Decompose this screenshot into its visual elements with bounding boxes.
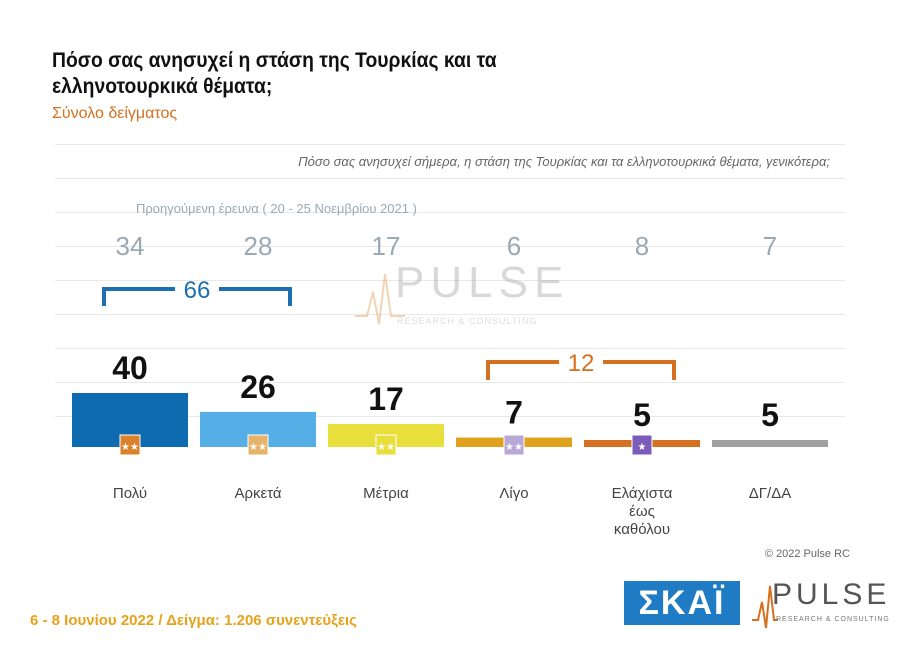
gridline [55, 212, 845, 213]
value-label: 26 [240, 369, 276, 405]
previous-value-label: 28 [244, 231, 273, 261]
previous-value-label: 34 [116, 231, 145, 261]
bracket-right [603, 360, 676, 380]
bracket-sum-label: 66 [184, 277, 211, 304]
bracket-left [486, 360, 559, 380]
value-label: 7 [505, 395, 523, 431]
gridline [55, 246, 845, 247]
gridline [55, 314, 845, 315]
gridline [55, 280, 845, 281]
category-label: Μέτρια [363, 485, 409, 502]
category-label: Ελάχιστα [612, 485, 673, 502]
stars-icon: ★★ [119, 434, 141, 456]
watermark-word: PULSE [395, 258, 570, 307]
previous-value-label: 6 [507, 231, 521, 261]
value-label: 40 [112, 350, 148, 386]
svg-text:★: ★ [638, 442, 647, 453]
skai-logo: ΣΚΑΪ [624, 581, 740, 625]
stars-icon: ★★ [375, 434, 397, 456]
gridline [55, 348, 845, 349]
survey-question: Πόσο σας ανησυχεί σήμερα, η στάση της Το… [298, 154, 830, 169]
pulse-wave-icon [355, 273, 405, 325]
bracket-right [219, 287, 292, 306]
svg-text:★★: ★★ [121, 442, 139, 453]
stars-icon: ★★ [247, 434, 269, 456]
svg-text:★★: ★★ [505, 442, 523, 453]
gridline [55, 382, 845, 383]
star-icon: ★ [631, 434, 653, 456]
pulse-logo-word: PULSE [772, 578, 891, 611]
pulse-logo-tag: RESEARCH & CONSULTING [776, 616, 890, 623]
bar [712, 440, 828, 447]
value-label: 5 [761, 397, 779, 433]
category-label: Πολύ [113, 485, 147, 502]
pulse-watermark: PULSE RESEARCH & CONSULTING [355, 258, 565, 336]
pulse-logo: PULSE RESEARCH & CONSULTING [752, 578, 892, 632]
gridline [55, 178, 845, 179]
category-label: καθόλου [614, 521, 670, 538]
pulse-wave-icon [752, 585, 778, 629]
bar-chart: 40 34 Πολύ ★★ 26 28 Αρκετά ★★ 17 17 Μέτρια ★★ 7 6 Λίγο… [72, 231, 828, 538]
chart-title: Πόσο σας ανησυχεί η στάση της Τουρκίας κ… [52, 49, 497, 98]
previous-survey-label: Προηγούμενη έρευνα ( 20 - 25 Νοεμβρίου 2… [136, 201, 417, 216]
previous-value-label: 8 [635, 231, 649, 261]
copyright-text: © 2022 Pulse RC [764, 548, 850, 560]
category-label: έως [629, 503, 655, 520]
stars-icon: ★★ [503, 434, 525, 456]
category-label: Αρκετά [234, 485, 281, 502]
svg-text:★★: ★★ [377, 442, 395, 453]
bracket-left [102, 287, 175, 306]
category-label: ΔΓ/ΔΑ [749, 485, 791, 502]
watermark-tag: RESEARCH & CONSULTING [397, 316, 538, 326]
previous-value-label: 7 [763, 231, 777, 261]
bracket-sum-label: 12 [568, 350, 595, 377]
category-label: Λίγο [499, 485, 528, 502]
gridline [55, 144, 845, 145]
svg-text:★★: ★★ [249, 442, 267, 453]
previous-value-label: 17 [372, 231, 401, 261]
footer-survey-info: 6 - 8 Ιουνίου 2022 / Δείγμα: 1.206 συνεν… [30, 612, 357, 629]
gridline [55, 416, 845, 417]
value-label: 17 [368, 381, 404, 417]
chart-subtitle: Σύνολο δείγματος [52, 105, 178, 122]
value-label: 5 [633, 397, 651, 433]
